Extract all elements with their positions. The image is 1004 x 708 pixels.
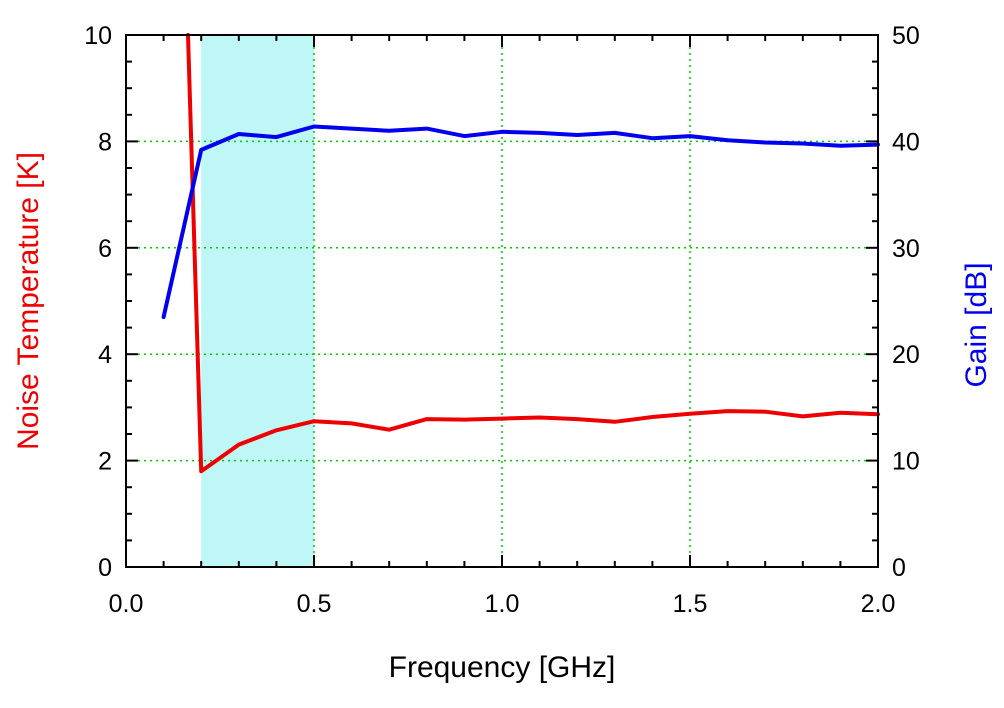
- x-tick-label: 0.0: [109, 590, 144, 618]
- x-axis-title: Frequency [GHz]: [389, 651, 616, 684]
- gain-series-line: [161, 124, 880, 319]
- left-y-tick-label: 0: [98, 554, 112, 582]
- right-y-tick-label: 20: [892, 341, 920, 369]
- left-y-tick-label: 8: [98, 128, 112, 156]
- x-tick-label: 1.5: [673, 590, 708, 618]
- noise-temperature-series-line: [186, 33, 880, 474]
- highlight-band: [201, 35, 314, 567]
- left-y-tick-label: 10: [84, 22, 112, 50]
- x-tick-label: 2.0: [861, 590, 896, 618]
- right-y-tick-label: 50: [892, 22, 920, 50]
- highlight-band-layer: [201, 35, 314, 567]
- left-y-tick-label: 6: [98, 235, 112, 263]
- left-y-tick-label: 4: [98, 341, 112, 369]
- right-y-tick-label: 0: [892, 554, 906, 582]
- left-axis-title: Noise Temperature [K]: [12, 152, 45, 450]
- right-y-tick-label: 30: [892, 235, 920, 263]
- right-y-tick-label: 40: [892, 128, 920, 156]
- right-y-tick-label: 10: [892, 448, 920, 476]
- tick-layer: 0.0 0.5 1.0 1.5 2.0 0 2 4 6 8 10 0 10 20 30 40 50: [84, 22, 920, 618]
- right-axis-title: Gain [dB]: [960, 262, 993, 387]
- grid-layer: [126, 35, 878, 567]
- series-layer: [161, 33, 880, 474]
- x-tick-label: 0.5: [297, 590, 332, 618]
- left-y-tick-label: 2: [98, 448, 112, 476]
- x-tick-label: 1.0: [485, 590, 520, 618]
